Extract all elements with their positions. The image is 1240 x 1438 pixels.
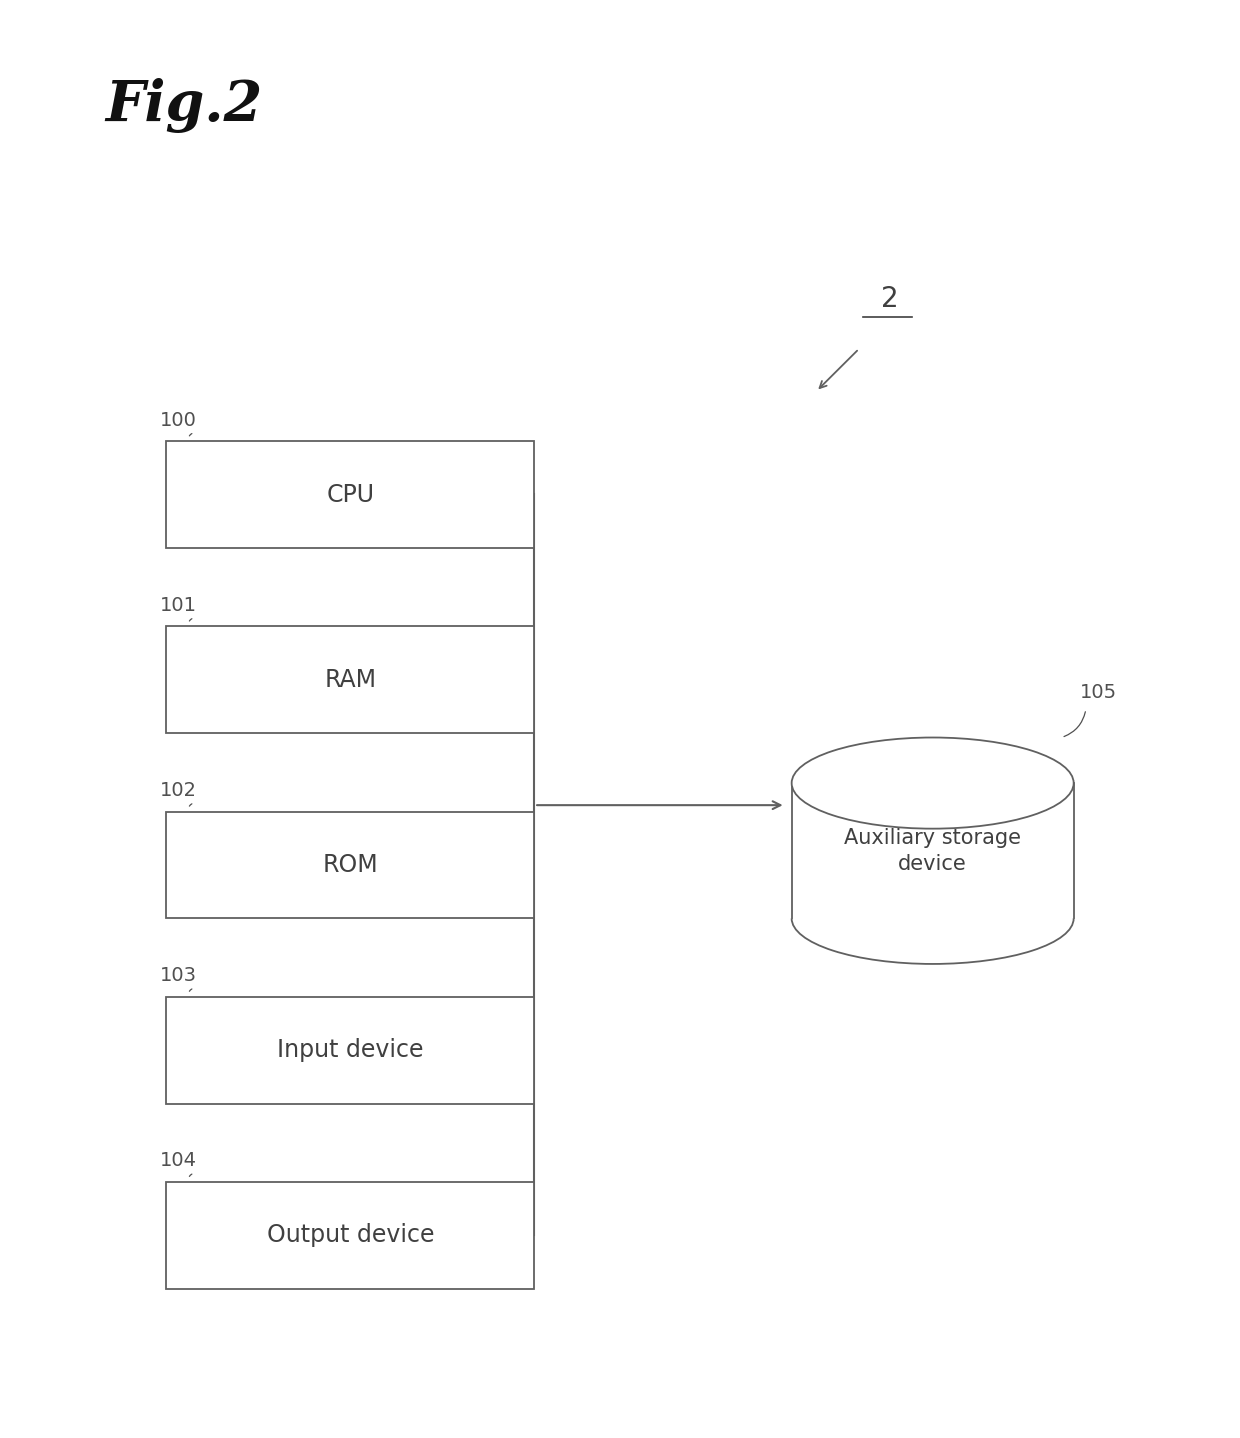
Polygon shape [791,784,1074,919]
FancyBboxPatch shape [166,997,534,1103]
Text: Fig.2: Fig.2 [105,78,263,134]
Text: Input device: Input device [277,1038,424,1063]
Text: 104: 104 [160,1152,197,1171]
Text: Auxiliary storage
device: Auxiliary storage device [844,827,1022,874]
Text: 100: 100 [160,411,197,430]
Text: 103: 103 [160,966,197,985]
FancyBboxPatch shape [166,1182,534,1288]
Text: ROM: ROM [322,853,378,877]
Text: RAM: RAM [324,667,376,692]
Ellipse shape [791,738,1074,828]
Text: 102: 102 [160,781,197,800]
Text: CPU: CPU [326,483,374,506]
FancyBboxPatch shape [166,441,534,548]
FancyBboxPatch shape [166,627,534,733]
FancyBboxPatch shape [166,811,534,919]
Text: Output device: Output device [267,1224,434,1247]
Text: 101: 101 [160,595,197,615]
Text: 2: 2 [880,285,899,313]
Text: 105: 105 [1080,683,1117,702]
